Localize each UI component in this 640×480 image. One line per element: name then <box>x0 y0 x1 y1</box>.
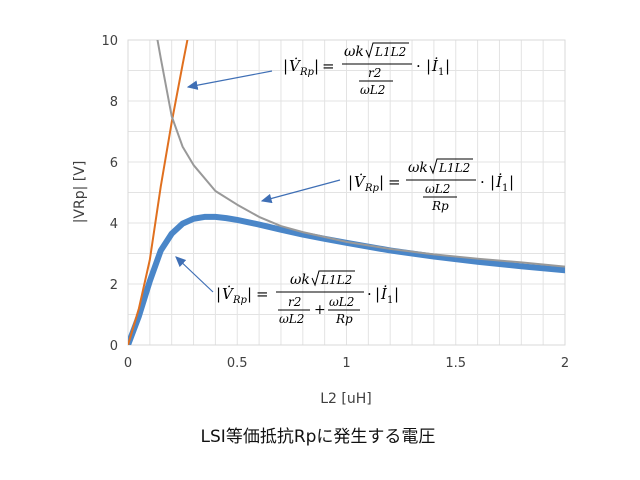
eq3-rp: Rp <box>232 295 248 306</box>
eq2-omega-k: ωk <box>408 160 428 176</box>
x-tick-label: 1 <box>342 356 350 371</box>
eq2-v: V̇ <box>354 173 367 191</box>
eq3-l1l2: L1L2 <box>320 273 352 287</box>
y-axis-title: |VRp| [V] <box>72 161 88 224</box>
annotation-formula-1: | V̇ Rp | = ωk L1L2 r2 ωL2 · | İ 1 | <box>283 42 450 97</box>
eq1-i-sub: 1 <box>438 67 444 78</box>
eq2-i-sub: 1 <box>502 183 508 194</box>
series-line-3 <box>156 40 565 268</box>
eq3-r2: r2 <box>288 295 301 309</box>
annotation-arrow-3 <box>175 256 214 293</box>
eq2-rp-den: Rp <box>431 199 449 213</box>
x-tick-label: 1.5 <box>445 356 466 371</box>
y-tick-label: 0 <box>110 339 118 354</box>
eq3-v: V̇ <box>222 285 235 303</box>
annotation-arrow-1 <box>186 70 273 90</box>
eq1-r2: r2 <box>368 66 381 80</box>
eq2-sqrt-sign <box>429 158 473 175</box>
eq1-omega-l2: ωL2 <box>360 83 385 97</box>
series-line-2 <box>128 40 189 345</box>
eq2-equals: = <box>388 173 401 191</box>
eq3-bar-i-right: | <box>394 285 399 303</box>
eq3-bar-right: | <box>247 285 252 303</box>
eq2-dot: · <box>480 173 485 191</box>
annotation-formula-3: | V̇ Rp | = ωk L1L2 r2 ωL2 + ωL2 Rp · | … <box>216 270 399 326</box>
annotation-arrow-2 <box>260 179 341 204</box>
eq3-equals: = <box>256 285 269 303</box>
eq1-rp: Rp <box>299 67 315 78</box>
y-tick-label: 8 <box>110 95 118 110</box>
eq1-bar-i-left: | <box>426 57 431 75</box>
eq2-l1l2: L1L2 <box>438 161 470 175</box>
x-tick-label: 2 <box>561 356 569 371</box>
x-tick-label: 0.5 <box>227 356 248 371</box>
eq2-bar-right: | <box>379 173 384 191</box>
eq2-bar-i-right: | <box>509 173 514 191</box>
eq3-omega-l2: ωL2 <box>279 312 304 326</box>
eq1-i: İ <box>431 57 439 75</box>
eq3-plus: + <box>314 302 326 318</box>
y-tick-label: 4 <box>110 217 118 232</box>
figure-caption: LSI等価抵抗Rpに発生する電圧 <box>201 427 436 447</box>
eq1-equals: = <box>322 57 335 75</box>
eq1-bar-i-right: | <box>445 57 450 75</box>
eq3-bar-left: | <box>216 285 221 303</box>
eq1-l1l2: L1L2 <box>374 45 406 59</box>
tick-layer: 0 0.5 1 1.5 2 0 2 4 6 8 10 <box>101 34 569 371</box>
y-tick-label: 2 <box>110 278 118 293</box>
y-tick-label: 6 <box>110 156 118 171</box>
eq3-dot: · <box>367 285 372 303</box>
series-layer <box>128 40 565 345</box>
x-axis-title: L2 [uH] <box>320 391 371 407</box>
eq1-bar-left: | <box>283 57 288 75</box>
eq3-omega-k: ωk <box>290 272 310 288</box>
eq1-omega-k: ωk <box>344 44 364 60</box>
eq1-sqrt-sign <box>365 42 409 59</box>
eq2-i: İ <box>495 173 503 191</box>
eq3-i-sub: 1 <box>387 295 393 306</box>
eq2-rp: Rp <box>364 183 380 194</box>
eq1-dot: · <box>416 57 421 75</box>
eq3-omega-l2-b: ωL2 <box>329 295 354 309</box>
eq2-omega-l2: ωL2 <box>425 182 450 196</box>
eq3-sqrt-sign <box>311 270 355 287</box>
annotation-formula-2: | V̇ Rp | = ωk L1L2 ωL2 Rp · | İ 1 | <box>348 158 514 213</box>
eq1-v: V̇ <box>289 57 302 75</box>
y-tick-label: 10 <box>101 34 118 49</box>
series-line-1 <box>128 213 565 345</box>
x-tick-label: 0 <box>124 356 132 371</box>
eq1-bar-right: | <box>314 57 319 75</box>
plot-area-border <box>127 39 566 346</box>
eq3-i: İ <box>380 285 388 303</box>
eq3-rp-den: Rp <box>335 312 353 326</box>
eq3-bar-i-left: | <box>375 285 380 303</box>
eq2-bar-i-left: | <box>490 173 495 191</box>
eq2-bar-left: | <box>348 173 353 191</box>
